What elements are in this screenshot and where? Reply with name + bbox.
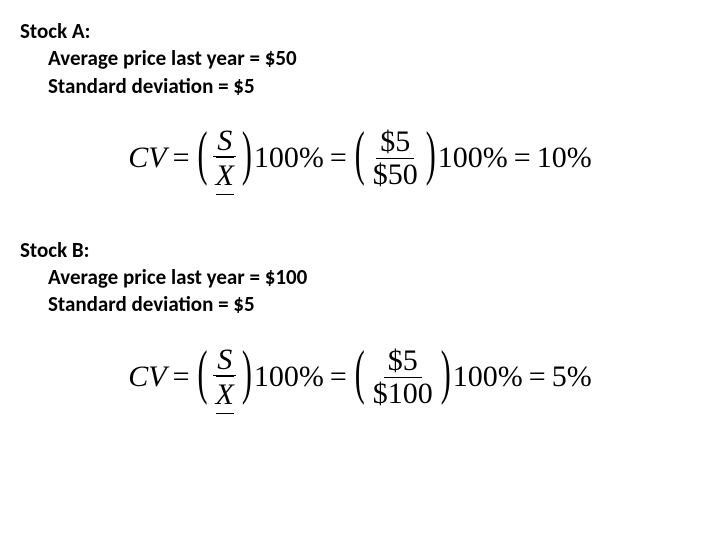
left-paren-icon: ( (355, 121, 365, 189)
stock-b-formula: CV = ( S X ) 100% = ( $5 $100 ) 100% = 5… (20, 344, 700, 411)
cv-symbol: CV (128, 141, 166, 175)
denominator-xbar: X (212, 157, 238, 192)
fraction-s-over-xbar: S X (212, 344, 238, 411)
equals-icon: = (330, 141, 347, 175)
numerator-value: $5 (376, 126, 414, 159)
hundred-percent: 100% (438, 141, 508, 175)
stock-b-block: Stock B: Average price last year = $100 … (20, 237, 700, 319)
fraction-s-over-xbar: S X (212, 125, 238, 192)
stock-a-title: Stock A: (20, 18, 700, 45)
document-page: Stock A: Average price last year = $50 S… (0, 0, 720, 474)
right-paren-icon: ) (242, 121, 252, 189)
equals-icon: = (173, 141, 190, 175)
stock-a-std: Standard deviation = $5 (20, 73, 700, 100)
right-paren-icon: ) (426, 121, 436, 189)
fraction-values-b: $5 $100 (369, 345, 437, 409)
hundred-percent: 100% (453, 360, 523, 394)
fraction-values-a: $5 $50 (369, 126, 422, 190)
cv-symbol: CV (128, 360, 166, 394)
equals-icon: = (514, 141, 531, 175)
denominator-value: $50 (369, 159, 422, 191)
left-paren-icon: ( (198, 340, 208, 408)
result-value: 5% (552, 360, 592, 394)
right-paren-icon: ) (242, 340, 252, 408)
equals-icon: = (529, 360, 546, 394)
denominator-xbar: X (212, 376, 238, 411)
stock-a-avg: Average price last year = $50 (20, 45, 700, 72)
stock-a-formula: CV = ( S X ) 100% = ( $5 $50 ) 100% = 10… (20, 125, 700, 192)
numerator-value: $5 (384, 345, 422, 378)
hundred-percent: 100% (254, 141, 324, 175)
right-paren-icon: ) (441, 340, 451, 408)
numerator-s: S (213, 344, 236, 377)
equals-icon: = (330, 360, 347, 394)
stock-b-avg: Average price last year = $100 (20, 264, 700, 291)
numerator-s: S (213, 125, 236, 158)
stock-b-title: Stock B: (20, 237, 700, 264)
stock-b-std: Standard deviation = $5 (20, 291, 700, 318)
hundred-percent: 100% (254, 360, 324, 394)
stock-a-block: Stock A: Average price last year = $50 S… (20, 18, 700, 100)
denominator-value: $100 (369, 378, 437, 410)
left-paren-icon: ( (198, 121, 208, 189)
equals-icon: = (173, 360, 190, 394)
left-paren-icon: ( (355, 340, 365, 408)
result-value: 10% (537, 141, 592, 175)
